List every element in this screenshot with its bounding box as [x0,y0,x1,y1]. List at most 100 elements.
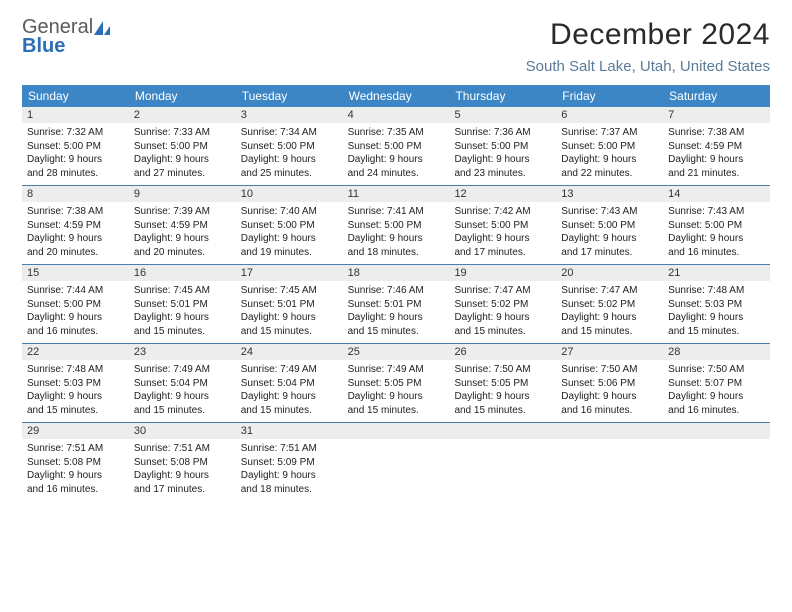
sunrise-text: Sunrise: 7:38 AM [668,126,765,140]
daylight-line2: and 18 minutes. [348,246,445,260]
sunrise-text: Sunrise: 7:45 AM [134,284,231,298]
daylight-line1: Daylight: 9 hours [561,153,658,167]
calendar-day: 4Sunrise: 7:35 AMSunset: 5:00 PMDaylight… [343,107,450,185]
daylight-line1: Daylight: 9 hours [348,311,445,325]
day-number: 20 [556,265,663,281]
day-details: Sunrise: 7:43 AMSunset: 5:00 PMDaylight:… [556,202,663,259]
calendar-day [343,423,450,501]
sunrise-text: Sunrise: 7:43 AM [668,205,765,219]
day-number [343,423,450,439]
daylight-line1: Daylight: 9 hours [241,469,338,483]
day-number: 28 [663,344,770,360]
daylight-line2: and 28 minutes. [27,167,124,181]
daylight-line1: Daylight: 9 hours [27,311,124,325]
calendar-day: 14Sunrise: 7:43 AMSunset: 5:00 PMDayligh… [663,186,770,264]
daylight-line2: and 15 minutes. [134,325,231,339]
day-details: Sunrise: 7:48 AMSunset: 5:03 PMDaylight:… [22,360,129,417]
day-number: 5 [449,107,556,123]
daylight-line2: and 15 minutes. [561,325,658,339]
sunrise-text: Sunrise: 7:43 AM [561,205,658,219]
day-number: 9 [129,186,236,202]
daylight-line1: Daylight: 9 hours [668,232,765,246]
title-block: December 2024 South Salt Lake, Utah, Uni… [526,18,770,75]
day-details [343,439,450,442]
sunrise-text: Sunrise: 7:47 AM [454,284,551,298]
day-details: Sunrise: 7:47 AMSunset: 5:02 PMDaylight:… [556,281,663,338]
daylight-line1: Daylight: 9 hours [454,311,551,325]
calendar-week: 8Sunrise: 7:38 AMSunset: 4:59 PMDaylight… [22,185,770,264]
sunset-text: Sunset: 4:59 PM [134,219,231,233]
calendar-day: 19Sunrise: 7:47 AMSunset: 5:02 PMDayligh… [449,265,556,343]
day-details: Sunrise: 7:33 AMSunset: 5:00 PMDaylight:… [129,123,236,180]
daylight-line2: and 16 minutes. [668,404,765,418]
sunset-text: Sunset: 5:09 PM [241,456,338,470]
sunrise-text: Sunrise: 7:51 AM [27,442,124,456]
daylight-line2: and 16 minutes. [27,483,124,497]
day-details: Sunrise: 7:37 AMSunset: 5:00 PMDaylight:… [556,123,663,180]
day-number: 1 [22,107,129,123]
sunrise-text: Sunrise: 7:49 AM [134,363,231,377]
day-details [556,439,663,442]
calendar-day: 20Sunrise: 7:47 AMSunset: 5:02 PMDayligh… [556,265,663,343]
dayhead-friday: Friday [556,85,663,107]
day-details: Sunrise: 7:50 AMSunset: 5:06 PMDaylight:… [556,360,663,417]
daylight-line2: and 17 minutes. [454,246,551,260]
sunrise-text: Sunrise: 7:45 AM [241,284,338,298]
sunset-text: Sunset: 4:59 PM [27,219,124,233]
daylight-line1: Daylight: 9 hours [27,153,124,167]
day-details: Sunrise: 7:49 AMSunset: 5:04 PMDaylight:… [236,360,343,417]
day-number: 23 [129,344,236,360]
sunrise-text: Sunrise: 7:41 AM [348,205,445,219]
calendar-day: 2Sunrise: 7:33 AMSunset: 5:00 PMDaylight… [129,107,236,185]
calendar-day: 25Sunrise: 7:49 AMSunset: 5:05 PMDayligh… [343,344,450,422]
day-details: Sunrise: 7:45 AMSunset: 5:01 PMDaylight:… [129,281,236,338]
calendar-day: 3Sunrise: 7:34 AMSunset: 5:00 PMDaylight… [236,107,343,185]
sunrise-text: Sunrise: 7:33 AM [134,126,231,140]
sunrise-text: Sunrise: 7:44 AM [27,284,124,298]
calendar-week: 15Sunrise: 7:44 AMSunset: 5:00 PMDayligh… [22,264,770,343]
daylight-line1: Daylight: 9 hours [241,232,338,246]
calendar-week: 29Sunrise: 7:51 AMSunset: 5:08 PMDayligh… [22,422,770,501]
daylight-line2: and 15 minutes. [454,325,551,339]
day-number: 11 [343,186,450,202]
daylight-line1: Daylight: 9 hours [668,153,765,167]
daylight-line1: Daylight: 9 hours [348,232,445,246]
day-number: 21 [663,265,770,281]
sunrise-text: Sunrise: 7:50 AM [454,363,551,377]
dayhead-sunday: Sunday [22,85,129,107]
calendar-body: 1Sunrise: 7:32 AMSunset: 5:00 PMDaylight… [22,107,770,501]
sunset-text: Sunset: 5:00 PM [27,298,124,312]
sunrise-text: Sunrise: 7:51 AM [134,442,231,456]
calendar-day [556,423,663,501]
sunset-text: Sunset: 5:00 PM [454,140,551,154]
daylight-line1: Daylight: 9 hours [454,153,551,167]
calendar-day: 9Sunrise: 7:39 AMSunset: 4:59 PMDaylight… [129,186,236,264]
sail-icon [93,20,111,36]
day-details: Sunrise: 7:40 AMSunset: 5:00 PMDaylight:… [236,202,343,259]
day-details: Sunrise: 7:46 AMSunset: 5:01 PMDaylight:… [343,281,450,338]
day-details [449,439,556,442]
brand-line2: Blue [22,35,65,57]
daylight-line1: Daylight: 9 hours [27,232,124,246]
calendar-day: 10Sunrise: 7:40 AMSunset: 5:00 PMDayligh… [236,186,343,264]
dayhead-monday: Monday [129,85,236,107]
calendar-day: 16Sunrise: 7:45 AMSunset: 5:01 PMDayligh… [129,265,236,343]
page-subtitle: South Salt Lake, Utah, United States [526,58,770,75]
day-number [556,423,663,439]
daylight-line2: and 15 minutes. [241,404,338,418]
calendar-day: 27Sunrise: 7:50 AMSunset: 5:06 PMDayligh… [556,344,663,422]
sunset-text: Sunset: 5:00 PM [348,140,445,154]
daylight-line1: Daylight: 9 hours [561,311,658,325]
sunset-text: Sunset: 5:01 PM [241,298,338,312]
sunset-text: Sunset: 5:00 PM [561,140,658,154]
daylight-line2: and 20 minutes. [134,246,231,260]
calendar-day: 8Sunrise: 7:38 AMSunset: 4:59 PMDaylight… [22,186,129,264]
day-details: Sunrise: 7:34 AMSunset: 5:00 PMDaylight:… [236,123,343,180]
day-details: Sunrise: 7:49 AMSunset: 5:05 PMDaylight:… [343,360,450,417]
calendar-day: 26Sunrise: 7:50 AMSunset: 5:05 PMDayligh… [449,344,556,422]
daylight-line2: and 19 minutes. [241,246,338,260]
calendar-day: 12Sunrise: 7:42 AMSunset: 5:00 PMDayligh… [449,186,556,264]
daylight-line2: and 22 minutes. [561,167,658,181]
day-number: 25 [343,344,450,360]
daylight-line1: Daylight: 9 hours [668,390,765,404]
